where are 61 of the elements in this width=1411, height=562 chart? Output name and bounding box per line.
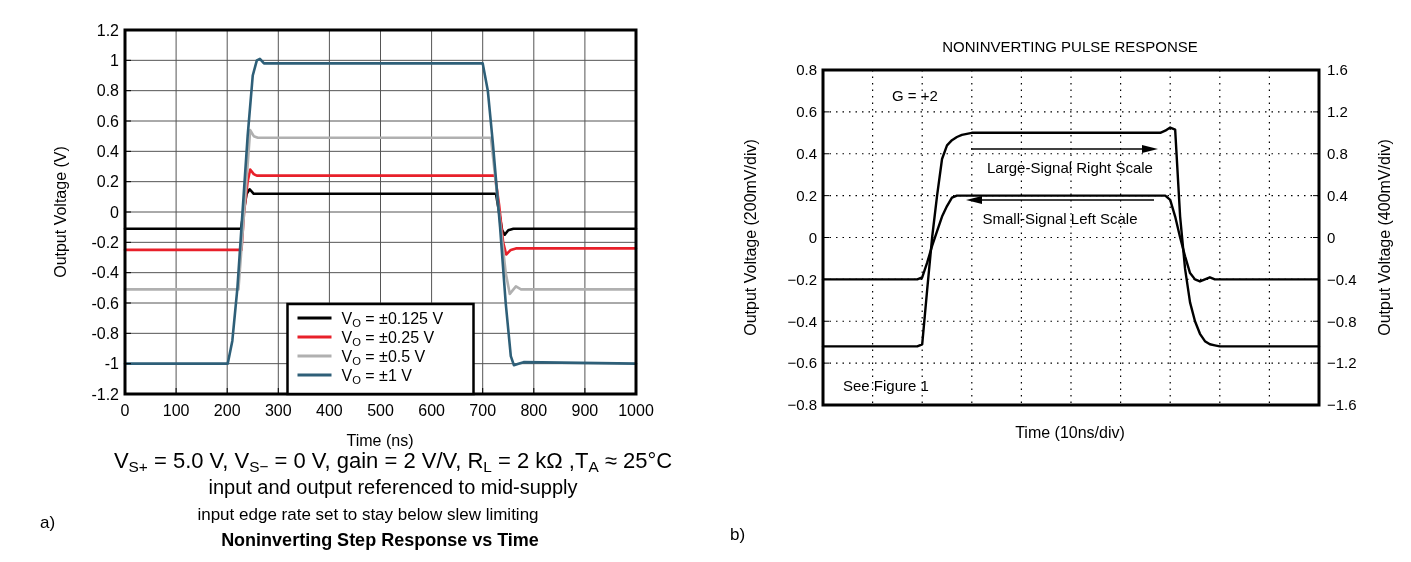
- annotation: See Figure 1: [843, 377, 929, 394]
- y-tick-label: 0.2: [796, 186, 817, 204]
- y2-tick-label: −0.8: [1327, 312, 1357, 330]
- y2-tick-label: 1.6: [1327, 61, 1348, 79]
- y2-axis-title: Output Voltage (400mV/div): [1376, 139, 1393, 336]
- x-tick-label: 400: [316, 402, 343, 419]
- y-tick-label: 0.4: [796, 145, 817, 162]
- text: a): [40, 513, 56, 532]
- text: V$_{S+}$ = 5.0 V, V$_{S−}$ = 0 V, gain = 2 V/V, R$_{L}$ = 2 kΩ ,T$_{A}$ ≈ 25°C: [113, 448, 673, 475]
- x-tick-label: 300: [264, 402, 292, 419]
- text: input edge rate set to stay below slew limiting: [197, 505, 539, 524]
- y-tick-label: 0.8: [96, 82, 120, 100]
- y-tick-label: 0.6: [96, 112, 120, 130]
- legend-label: Small-Signal Left Scale: [982, 210, 1138, 227]
- y-tick-label: 0.6: [796, 103, 817, 121]
- x-tick-label: 1000: [618, 402, 654, 419]
- y2-tick-label: 1.2: [1327, 103, 1348, 121]
- annotation: G = +2: [892, 87, 938, 104]
- x-tick-label: 600: [418, 402, 446, 419]
- legend-label: V$_{O}$ = ±0.25 V: [341, 329, 435, 348]
- legend-label: V$_{O}$ = ±0.5 V: [341, 348, 426, 367]
- y-tick-label: -0.4: [91, 264, 120, 282]
- x-tick-label: 700: [469, 402, 497, 419]
- y-tick-label: -0.2: [91, 233, 120, 251]
- text: input and output referenced to mid-supply: [208, 476, 578, 498]
- y-axis-title: Output Voltage (200mV/div): [742, 139, 759, 336]
- y2-tick-label: −0.4: [1327, 270, 1357, 288]
- y-tick-label: 1: [110, 51, 120, 69]
- y-tick-label: 1.2: [96, 21, 120, 39]
- y-tick-label: -0.8: [91, 324, 120, 342]
- y-tick-label: −0.8: [787, 396, 817, 414]
- text: Noninverting Step Response vs Time: [221, 530, 539, 550]
- y-tick-label: -1: [104, 355, 120, 373]
- y-tick-label: −0.2: [787, 270, 817, 288]
- y-tick-label: 0.8: [796, 61, 817, 79]
- x-tick-label: 800: [520, 402, 548, 419]
- y2-tick-label: 0.4: [1327, 186, 1348, 204]
- x-axis-title: Time (10ns/div): [1015, 424, 1125, 441]
- y-tick-label: −0.4: [787, 312, 817, 330]
- y2-tick-label: 0: [1327, 228, 1336, 246]
- y-tick-label: 0.4: [96, 142, 120, 160]
- x-tick-label: 900: [571, 402, 599, 419]
- x-tick-label: 100: [162, 402, 190, 419]
- legend-label: V$_{O}$ = ±0.125 V: [341, 310, 444, 329]
- y-axis-title: Output Voltage (V): [52, 146, 69, 278]
- text: b): [730, 525, 746, 544]
- y-tick-label: −0.6: [787, 354, 817, 372]
- x-tick-label: 500: [367, 402, 394, 419]
- y-tick-label: -0.6: [91, 294, 120, 312]
- y-tick-label: 0: [110, 203, 120, 221]
- y2-tick-label: −1.6: [1327, 396, 1357, 414]
- y-tick-label: 0: [808, 228, 817, 246]
- y2-tick-label: −1.2: [1327, 354, 1357, 372]
- y-tick-label: -1.2: [91, 385, 120, 403]
- legend-label: Large-Signal Right Scale: [987, 159, 1153, 176]
- x-axis-title: Time (ns): [346, 432, 414, 449]
- chart-title: NONINVERTING PULSE RESPONSE: [942, 38, 1198, 55]
- legend-label: V$_{O}$ = ±1 V: [341, 367, 413, 386]
- y-tick-label: 0.2: [96, 173, 120, 191]
- y2-tick-label: 0.8: [1327, 145, 1348, 162]
- x-tick-label: 200: [213, 402, 241, 419]
